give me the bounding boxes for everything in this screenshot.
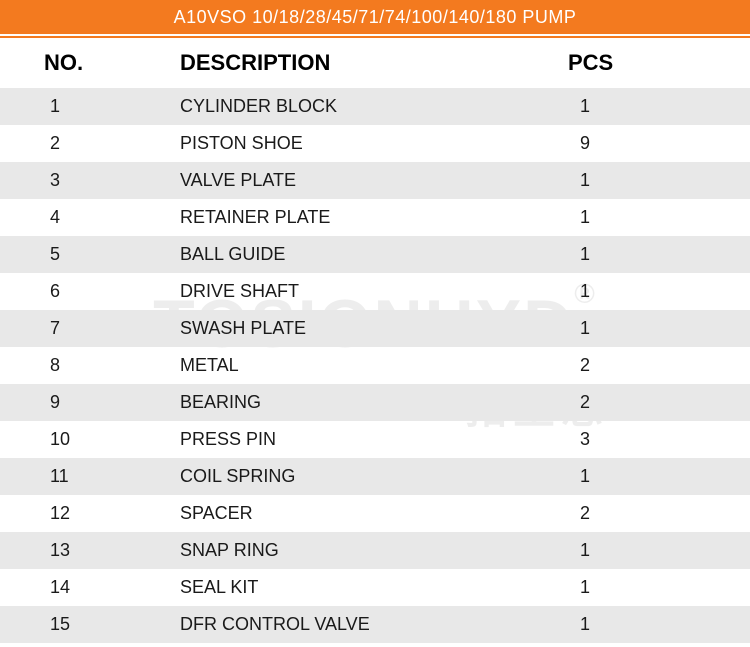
table-row: 8METAL2 — [0, 347, 750, 384]
table-row: 15DFR CONTROL VALVE1 — [0, 606, 750, 643]
cell-no: 2 — [0, 133, 180, 154]
cell-desc: SWASH PLATE — [180, 318, 550, 339]
cell-no: 9 — [0, 392, 180, 413]
table-row: 2PISTON SHOE9 — [0, 125, 750, 162]
table-header-row: NO. DESCRIPTION PCS — [0, 38, 750, 88]
cell-no: 14 — [0, 577, 180, 598]
cell-no: 1 — [0, 96, 180, 117]
cell-no: 3 — [0, 170, 180, 191]
cell-pcs: 1 — [550, 614, 750, 635]
cell-desc: COIL SPRING — [180, 466, 550, 487]
table-row: 3VALVE PLATE1 — [0, 162, 750, 199]
cell-pcs: 1 — [550, 170, 750, 191]
cell-pcs: 1 — [550, 244, 750, 265]
cell-pcs: 1 — [550, 466, 750, 487]
table-row: 5BALL GUIDE1 — [0, 236, 750, 273]
cell-pcs: 1 — [550, 318, 750, 339]
header-no: NO. — [0, 50, 180, 76]
parts-table: NO. DESCRIPTION PCS 1CYLINDER BLOCK12PIS… — [0, 38, 750, 643]
cell-pcs: 3 — [550, 429, 750, 450]
cell-pcs: 2 — [550, 503, 750, 524]
table-row: 10PRESS PIN3 — [0, 421, 750, 458]
title-text: A10VSO 10/18/28/45/71/74/100/140/180 PUM… — [174, 7, 577, 27]
table-row: 14SEAL KIT1 — [0, 569, 750, 606]
cell-desc: METAL — [180, 355, 550, 376]
cell-no: 10 — [0, 429, 180, 450]
cell-no: 11 — [0, 466, 180, 487]
cell-no: 8 — [0, 355, 180, 376]
table-row: 4RETAINER PLATE1 — [0, 199, 750, 236]
table-row: 7SWASH PLATE1 — [0, 310, 750, 347]
cell-pcs: 2 — [550, 392, 750, 413]
cell-pcs: 1 — [550, 577, 750, 598]
table-row: 9BEARING2 — [0, 384, 750, 421]
cell-desc: PISTON SHOE — [180, 133, 550, 154]
table-row: 6DRIVE SHAFT1 — [0, 273, 750, 310]
cell-no: 13 — [0, 540, 180, 561]
cell-desc: DFR CONTROL VALVE — [180, 614, 550, 635]
cell-desc: DRIVE SHAFT — [180, 281, 550, 302]
header-pcs: PCS — [550, 50, 750, 76]
cell-no: 7 — [0, 318, 180, 339]
cell-desc: SNAP RING — [180, 540, 550, 561]
cell-desc: BEARING — [180, 392, 550, 413]
title-bar: A10VSO 10/18/28/45/71/74/100/140/180 PUM… — [0, 0, 750, 34]
cell-no: 15 — [0, 614, 180, 635]
table-row: 11COIL SPRING1 — [0, 458, 750, 495]
cell-no: 4 — [0, 207, 180, 228]
cell-pcs: 1 — [550, 281, 750, 302]
cell-pcs: 9 — [550, 133, 750, 154]
cell-pcs: 1 — [550, 540, 750, 561]
cell-desc: BALL GUIDE — [180, 244, 550, 265]
cell-desc: SEAL KIT — [180, 577, 550, 598]
cell-no: 5 — [0, 244, 180, 265]
cell-desc: PRESS PIN — [180, 429, 550, 450]
cell-desc: SPACER — [180, 503, 550, 524]
table-row: 1CYLINDER BLOCK1 — [0, 88, 750, 125]
cell-pcs: 1 — [550, 207, 750, 228]
cell-no: 6 — [0, 281, 180, 302]
cell-pcs: 2 — [550, 355, 750, 376]
cell-no: 12 — [0, 503, 180, 524]
cell-desc: CYLINDER BLOCK — [180, 96, 550, 117]
table-row: 12SPACER2 — [0, 495, 750, 532]
cell-pcs: 1 — [550, 96, 750, 117]
header-desc: DESCRIPTION — [180, 50, 550, 76]
cell-desc: RETAINER PLATE — [180, 207, 550, 228]
table-row: 13SNAP RING1 — [0, 532, 750, 569]
cell-desc: VALVE PLATE — [180, 170, 550, 191]
